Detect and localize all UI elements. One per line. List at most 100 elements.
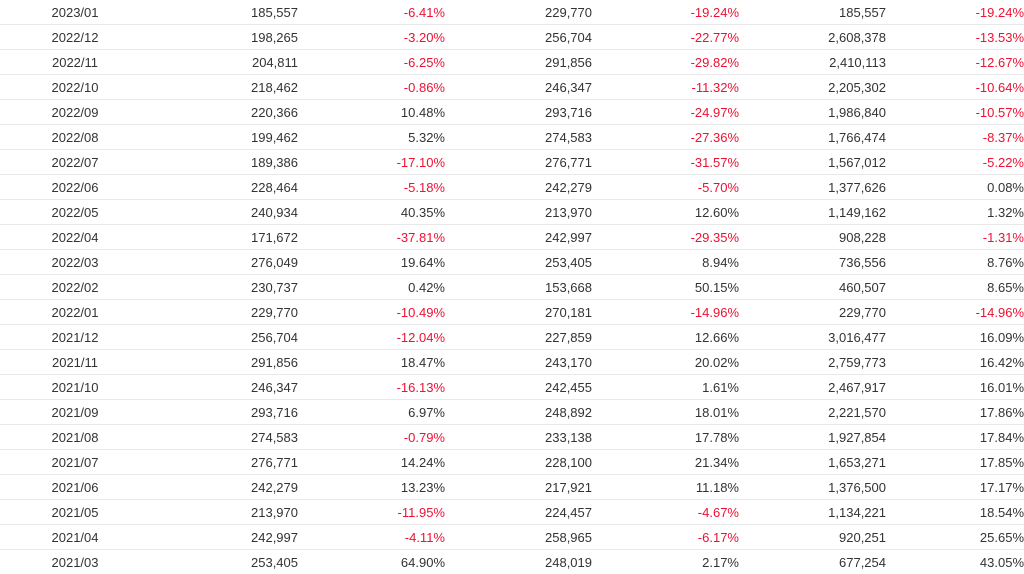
table-row: 2022/01 229,770 -10.49% 270,181 -14.96% … bbox=[0, 300, 1024, 325]
cumulative-cell: 908,228 bbox=[739, 225, 886, 250]
month-cell: 2022/12 bbox=[0, 25, 150, 50]
month-cell: 2022/06 bbox=[0, 175, 150, 200]
month-cell: 2021/05 bbox=[0, 500, 150, 525]
change-cell: -0.79% bbox=[298, 425, 445, 450]
change-cell: -22.77% bbox=[592, 25, 739, 50]
change-cell: -5.70% bbox=[592, 175, 739, 200]
value-cell: 276,771 bbox=[445, 150, 592, 175]
value-cell: 258,965 bbox=[445, 525, 592, 550]
cumulative-cell: 1,377,626 bbox=[739, 175, 886, 200]
cumulative-cell: 2,467,917 bbox=[739, 375, 886, 400]
change-cell: -11.32% bbox=[592, 75, 739, 100]
value-cell: 213,970 bbox=[150, 500, 298, 525]
change-cell: -19.24% bbox=[592, 0, 739, 25]
change-cell: -24.97% bbox=[592, 100, 739, 125]
value-cell: 189,386 bbox=[150, 150, 298, 175]
cumulative-change-cell: 17.85% bbox=[886, 450, 1024, 475]
month-cell: 2022/01 bbox=[0, 300, 150, 325]
month-cell: 2021/12 bbox=[0, 325, 150, 350]
change-cell: 40.35% bbox=[298, 200, 445, 225]
table-row: 2022/02 230,737 0.42% 153,668 50.15% 460… bbox=[0, 275, 1024, 300]
value-cell: 229,770 bbox=[150, 300, 298, 325]
value-cell: 229,770 bbox=[445, 0, 592, 25]
value-cell: 293,716 bbox=[150, 400, 298, 425]
cumulative-cell: 1,134,221 bbox=[739, 500, 886, 525]
value-cell: 242,455 bbox=[445, 375, 592, 400]
table-row: 2021/04 242,997 -4.11% 258,965 -6.17% 92… bbox=[0, 525, 1024, 550]
value-cell: 253,405 bbox=[445, 250, 592, 275]
value-cell: 270,181 bbox=[445, 300, 592, 325]
change-cell: 2.17% bbox=[592, 550, 739, 574]
cumulative-change-cell: 16.09% bbox=[886, 325, 1024, 350]
change-cell: -6.41% bbox=[298, 0, 445, 25]
value-cell: 256,704 bbox=[445, 25, 592, 50]
value-cell: 243,170 bbox=[445, 350, 592, 375]
value-cell: 253,405 bbox=[150, 550, 298, 574]
cumulative-cell: 736,556 bbox=[739, 250, 886, 275]
table-row: 2022/04 171,672 -37.81% 242,997 -29.35% … bbox=[0, 225, 1024, 250]
value-cell: 213,970 bbox=[445, 200, 592, 225]
change-cell: 20.02% bbox=[592, 350, 739, 375]
month-cell: 2022/10 bbox=[0, 75, 150, 100]
change-cell: -3.20% bbox=[298, 25, 445, 50]
change-cell: -29.35% bbox=[592, 225, 739, 250]
value-cell: 242,279 bbox=[445, 175, 592, 200]
value-cell: 228,464 bbox=[150, 175, 298, 200]
month-cell: 2022/08 bbox=[0, 125, 150, 150]
change-cell: -29.82% bbox=[592, 50, 739, 75]
month-cell: 2022/04 bbox=[0, 225, 150, 250]
cumulative-cell: 2,221,570 bbox=[739, 400, 886, 425]
cumulative-cell: 1,927,854 bbox=[739, 425, 886, 450]
cumulative-cell: 1,149,162 bbox=[739, 200, 886, 225]
cumulative-cell: 2,205,302 bbox=[739, 75, 886, 100]
change-cell: 10.48% bbox=[298, 100, 445, 125]
change-cell: 19.64% bbox=[298, 250, 445, 275]
cumulative-change-cell: 17.84% bbox=[886, 425, 1024, 450]
change-cell: -14.96% bbox=[592, 300, 739, 325]
change-cell: -5.18% bbox=[298, 175, 445, 200]
change-cell: 50.15% bbox=[592, 275, 739, 300]
change-cell: -0.86% bbox=[298, 75, 445, 100]
table-row: 2022/03 276,049 19.64% 253,405 8.94% 736… bbox=[0, 250, 1024, 275]
change-cell: 17.78% bbox=[592, 425, 739, 450]
change-cell: 18.47% bbox=[298, 350, 445, 375]
change-cell: -6.25% bbox=[298, 50, 445, 75]
change-cell: 8.94% bbox=[592, 250, 739, 275]
change-cell: 1.61% bbox=[592, 375, 739, 400]
change-cell: -11.95% bbox=[298, 500, 445, 525]
table-row: 2021/05 213,970 -11.95% 224,457 -4.67% 1… bbox=[0, 500, 1024, 525]
cumulative-change-cell: -12.67% bbox=[886, 50, 1024, 75]
value-cell: 198,265 bbox=[150, 25, 298, 50]
month-cell: 2022/11 bbox=[0, 50, 150, 75]
value-cell: 248,019 bbox=[445, 550, 592, 574]
cumulative-change-cell: 1.32% bbox=[886, 200, 1024, 225]
table-row: 2021/07 276,771 14.24% 228,100 21.34% 1,… bbox=[0, 450, 1024, 475]
change-cell: -16.13% bbox=[298, 375, 445, 400]
change-cell: -12.04% bbox=[298, 325, 445, 350]
value-cell: 204,811 bbox=[150, 50, 298, 75]
value-cell: 242,997 bbox=[150, 525, 298, 550]
cumulative-change-cell: 43.05% bbox=[886, 550, 1024, 574]
month-cell: 2022/09 bbox=[0, 100, 150, 125]
cumulative-change-cell: -5.22% bbox=[886, 150, 1024, 175]
cumulative-cell: 1,766,474 bbox=[739, 125, 886, 150]
cumulative-cell: 2,608,378 bbox=[739, 25, 886, 50]
month-cell: 2021/10 bbox=[0, 375, 150, 400]
table-row: 2022/08 199,462 5.32% 274,583 -27.36% 1,… bbox=[0, 125, 1024, 150]
month-cell: 2021/04 bbox=[0, 525, 150, 550]
change-cell: -6.17% bbox=[592, 525, 739, 550]
value-cell: 220,366 bbox=[150, 100, 298, 125]
cumulative-change-cell: -14.96% bbox=[886, 300, 1024, 325]
table-row: 2022/09 220,366 10.48% 293,716 -24.97% 1… bbox=[0, 100, 1024, 125]
change-cell: -31.57% bbox=[592, 150, 739, 175]
value-cell: 227,859 bbox=[445, 325, 592, 350]
value-cell: 153,668 bbox=[445, 275, 592, 300]
table-row: 2021/12 256,704 -12.04% 227,859 12.66% 3… bbox=[0, 325, 1024, 350]
table-row: 2021/06 242,279 13.23% 217,921 11.18% 1,… bbox=[0, 475, 1024, 500]
month-cell: 2023/01 bbox=[0, 0, 150, 25]
value-cell: 230,737 bbox=[150, 275, 298, 300]
cumulative-cell: 2,410,113 bbox=[739, 50, 886, 75]
value-cell: 248,892 bbox=[445, 400, 592, 425]
table-row: 2021/08 274,583 -0.79% 233,138 17.78% 1,… bbox=[0, 425, 1024, 450]
